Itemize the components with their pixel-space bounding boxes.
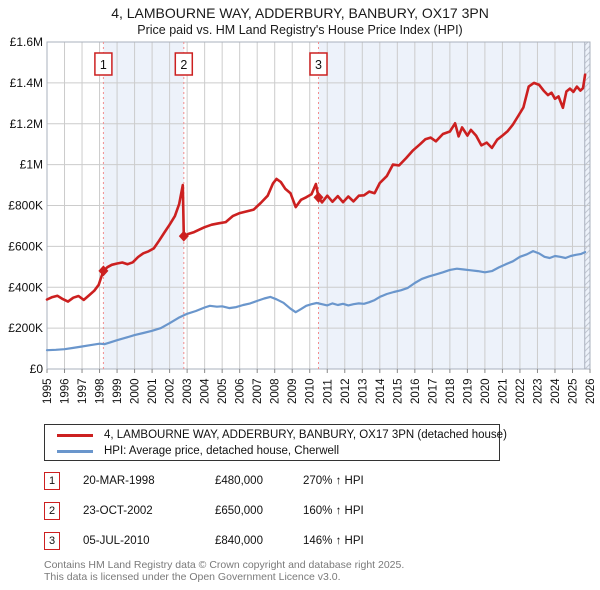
y-axis-label: £800K: [8, 199, 43, 213]
x-axis-label: 2010: [305, 378, 317, 404]
transaction-3-price: £840,000: [215, 535, 263, 547]
x-axis-label: 1999: [112, 378, 124, 404]
legend-hpi-label: HPI: Average price, detached house, Cher…: [104, 445, 340, 457]
sale-marker-number: 3: [315, 58, 322, 72]
sale-marker-box: [94, 52, 113, 76]
x-axis-label: 2018: [445, 378, 457, 404]
sale-marker-number: 1: [100, 58, 107, 72]
property-line-swatch-icon: [57, 433, 93, 437]
transaction-1-date: 20-MAR-1998: [83, 475, 155, 487]
x-axis-label: 2023: [532, 378, 544, 404]
x-axis-label: 2014: [375, 378, 387, 404]
x-axis-label: 2017: [427, 378, 439, 404]
x-axis-label: 1996: [60, 378, 72, 404]
y-axis-label: £0: [30, 362, 44, 376]
transaction-2-badge: 2: [44, 502, 60, 520]
y-axis-label: £200K: [8, 321, 43, 335]
x-axis-label: 2005: [217, 378, 229, 404]
x-axis-label: 2009: [287, 378, 299, 404]
transaction-2-hpi-change: 160% ↑ HPI: [303, 505, 364, 517]
x-axis-label: 2007: [252, 378, 264, 404]
x-axis-label: 2006: [235, 378, 247, 404]
transaction-3-badge: 3: [44, 532, 60, 550]
footer-line-1: Contains HM Land Registry data © Crown c…: [44, 559, 405, 571]
page-title: 4, LAMBOURNE WAY, ADDERBURY, BANBURY, OX…: [111, 5, 489, 21]
transaction-2-price: £650,000: [215, 505, 263, 517]
sale-point-diamond: [178, 230, 189, 242]
sale-marker-box: [309, 52, 328, 76]
sale-point-diamond: [313, 191, 324, 203]
x-axis-label: 2012: [340, 378, 352, 404]
transaction-1-hpi-change: 270% ↑ HPI: [303, 475, 364, 487]
x-axis-label: 2024: [550, 378, 562, 404]
x-axis-label: 2015: [392, 378, 404, 404]
footer-line-2: This data is licensed under the Open Gov…: [44, 571, 341, 583]
chart-legend: 4, LAMBOURNE WAY, ADDERBURY, BANBURY, OX…: [44, 424, 507, 461]
x-axis-label: 1997: [77, 378, 89, 404]
price-history-chart: 1995 1996 1997 1998 1999 2000 2001 2002 2003 2004…: [8, 35, 597, 404]
x-axis-label: 2016: [410, 378, 422, 404]
transaction-row-1: 1 20-MAR-1998 £480,000 270% ↑ HPI: [44, 472, 584, 494]
y-axis-label: £1.2M: [10, 117, 43, 131]
x-axis-label: 2003: [182, 378, 194, 404]
legend-property-label: 4, LAMBOURNE WAY, ADDERBURY, BANBURY, OX…: [104, 429, 507, 441]
x-axis-label: 2019: [462, 378, 474, 404]
y-axis-label: £400K: [8, 280, 43, 294]
hpi-price-line: [45, 250, 587, 352]
x-axis-label: 2021: [497, 378, 509, 404]
transaction-row-2: 2 23-OCT-2002 £650,000 160% ↑ HPI: [44, 502, 584, 524]
x-axis-label: 2013: [357, 378, 369, 404]
x-axis-label: 2002: [165, 378, 177, 404]
x-axis-label: 2011: [322, 379, 334, 404]
x-axis-label: 2026: [585, 378, 597, 404]
y-axis-label: £1M: [20, 158, 43, 172]
y-axis-label: £1.6M: [10, 35, 43, 49]
transaction-row-3: 3 05-JUL-2010 £840,000 146% ↑ HPI: [44, 532, 584, 554]
y-axis-label: £1.4M: [10, 76, 43, 90]
x-axis-label: 2001: [147, 378, 159, 404]
transaction-3-hpi-change: 146% ↑ HPI: [303, 535, 364, 547]
future-hatch-region: [584, 42, 590, 369]
x-axis-label: 2004: [200, 378, 212, 404]
legend-row-hpi: HPI: Average price, detached house, Cher…: [53, 443, 499, 459]
footer-license: Contains HM Land Registry data © Crown c…: [44, 559, 404, 583]
x-axis-label: 1998: [95, 378, 107, 404]
y-axis-label: £600K: [8, 239, 43, 253]
transaction-1-price: £480,000: [215, 475, 263, 487]
x-axis-label: 1995: [42, 378, 54, 404]
transaction-2-date: 23-OCT-2002: [83, 505, 153, 517]
x-axis-label: 2025: [567, 378, 579, 404]
x-axis-label: 2000: [130, 378, 142, 404]
transaction-1-badge: 1: [44, 472, 60, 490]
x-axis-label: 2020: [480, 378, 492, 404]
transaction-3-date: 05-JUL-2010: [83, 535, 150, 547]
sale-marker-box: [174, 52, 194, 76]
legend-row-property: 4, LAMBOURNE WAY, ADDERBURY, BANBURY, OX…: [53, 427, 507, 443]
hpi-line-swatch-icon: [57, 449, 93, 453]
sale-point-diamond: [98, 265, 109, 277]
page-subtitle: Price paid vs. HM Land Registry's House …: [137, 23, 463, 37]
x-axis-label: 2022: [515, 378, 527, 404]
x-axis-label: 2008: [270, 378, 282, 404]
sale-marker-number: 2: [180, 58, 187, 72]
